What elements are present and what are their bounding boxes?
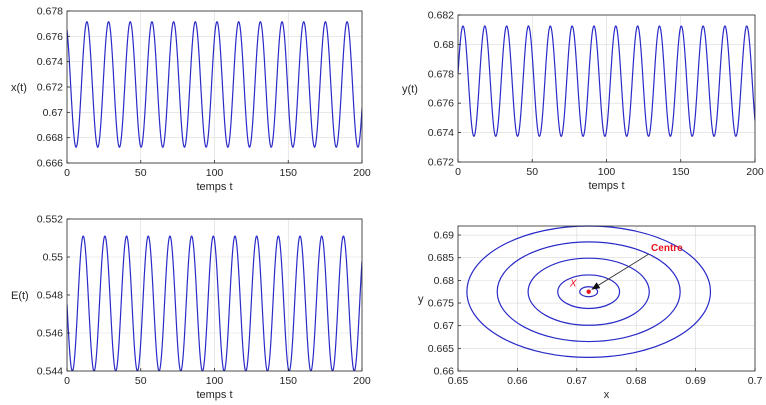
y-tick-label: 0.672 xyxy=(37,82,63,94)
y-tick-label: 0.69 xyxy=(434,230,455,242)
centre-annotation: Centre xyxy=(651,243,683,254)
y-tick-label: 0.548 xyxy=(37,290,63,302)
x-tick-label: 0 xyxy=(455,166,461,178)
orbit-1 xyxy=(579,286,599,298)
x-tick-label: 0.69 xyxy=(685,375,706,387)
x-tick-label: 200 xyxy=(746,166,764,178)
y-tick-label: 0.68 xyxy=(434,275,455,287)
x-marker-annotation: X xyxy=(569,279,577,290)
y-tick-label: 0.682 xyxy=(428,10,454,22)
x-tick-label: 50 xyxy=(526,166,538,178)
x-axis-label: x xyxy=(604,389,610,401)
centre-arrow-shaft xyxy=(591,253,650,290)
y-tick-label: 0.672 xyxy=(428,157,454,169)
plot-E-of-t: 0 50 100 150 200 0.544 0.546 0.548 0.55 0.552 temp… xyxy=(11,214,371,402)
y-tick-label: 0.552 xyxy=(37,214,63,226)
x-tick-label: 150 xyxy=(279,167,297,179)
y-tick-label: 0.546 xyxy=(37,328,63,340)
x-tick-label: 0.7 xyxy=(748,375,763,387)
x-tick-label: 50 xyxy=(135,167,147,179)
y-axis-label: E(t) xyxy=(11,290,29,302)
y-tick-label: 0.674 xyxy=(37,56,63,68)
axes-box xyxy=(457,225,756,372)
centre-arrow-head xyxy=(591,282,601,290)
y-tick-label: 0.678 xyxy=(428,68,454,80)
x-tick-label: 200 xyxy=(353,167,371,179)
orbit-2 xyxy=(557,274,621,310)
x-axis-label: temps t xyxy=(196,181,232,193)
y-tick-label: 0.544 xyxy=(37,366,63,378)
x-axis-label: temps t xyxy=(196,389,232,401)
x-tick-label: 0 xyxy=(64,167,70,179)
series-line xyxy=(67,235,362,371)
y-tick-label: 0.675 xyxy=(428,298,454,310)
plot-x-of-t: 0 50 100 150 200 0.666 0.668 0.67 0.672 0.674 0.67… xyxy=(11,6,371,194)
y-axis-label: x(t) xyxy=(11,82,27,94)
centre-point xyxy=(586,289,591,294)
y-tick-label: 0.685 xyxy=(428,252,454,264)
y-tick-label: 0.676 xyxy=(428,98,454,110)
x-tick-label: 0.67 xyxy=(567,375,588,387)
series-line xyxy=(67,21,362,148)
orbit-4 xyxy=(496,241,681,343)
orbit-3 xyxy=(527,257,650,326)
y-tick-label: 0.67 xyxy=(43,107,64,119)
y-tick-label: 0.66 xyxy=(434,366,455,378)
x-tick-label: 100 xyxy=(206,167,224,179)
x-tick-label: 200 xyxy=(353,375,371,387)
y-tick-label: 0.68 xyxy=(434,39,455,51)
y-tick-label: 0.67 xyxy=(434,320,455,332)
x-tick-label: 0.66 xyxy=(507,375,528,387)
y-tick-label: 0.55 xyxy=(43,252,64,264)
y-axis-label: y(t) xyxy=(402,84,418,96)
x-tick-label: 100 xyxy=(206,375,224,387)
y-tick-label: 0.665 xyxy=(428,343,454,355)
y-tick-label: 0.668 xyxy=(37,132,63,144)
x-axis-label: temps t xyxy=(588,180,624,192)
x-tick-label: 150 xyxy=(672,166,690,178)
x-tick-label: 100 xyxy=(598,166,616,178)
series-line xyxy=(458,25,755,137)
y-tick-label: 0.676 xyxy=(37,31,63,43)
y-axis-label: y xyxy=(418,294,424,306)
x-tick-label: 0 xyxy=(64,375,70,387)
y-tick-label: 0.674 xyxy=(428,127,454,139)
y-tick-label: 0.678 xyxy=(37,6,63,18)
x-tick-label: 0.68 xyxy=(626,375,647,387)
plot-y-of-t: 0 50 100 150 200 0.672 0.674 0.676 0.678 0.68 0.68… xyxy=(402,10,764,193)
y-tick-label: 0.666 xyxy=(37,158,63,170)
x-tick-label: 50 xyxy=(135,375,147,387)
x-tick-label: 150 xyxy=(279,375,297,387)
x-tick-label: 0.65 xyxy=(448,375,469,387)
